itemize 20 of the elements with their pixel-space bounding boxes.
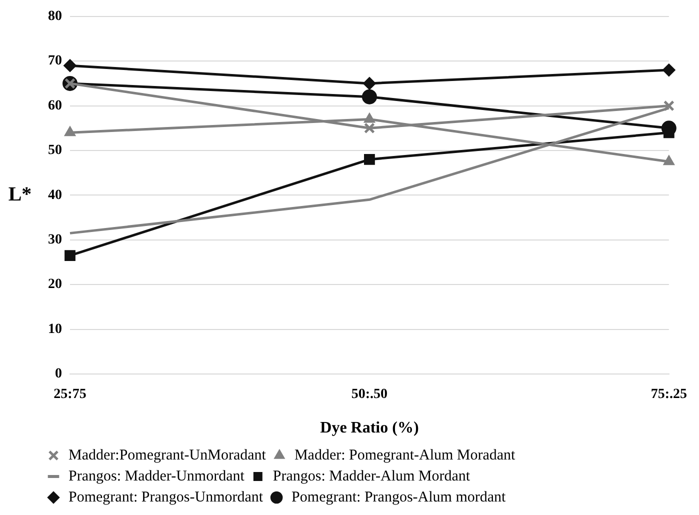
y-tick-label: 70 xyxy=(48,54,62,69)
x-tick-label: 25:75 xyxy=(54,387,86,402)
y-tick-label: 20 xyxy=(48,277,62,292)
y-tick-label: 60 xyxy=(48,98,62,114)
legend-label: Madder:Pomegrant-UnMoradant xyxy=(68,447,267,464)
x-tick-label: 50:.50 xyxy=(351,387,388,402)
legend-label: Pomegrant: Prangos-Alum mordant xyxy=(292,489,507,506)
y-tick-label: 80 xyxy=(48,9,62,24)
y-tick-label: 0 xyxy=(55,366,62,382)
x-axis-title: Dye Ratio (%) xyxy=(320,420,419,437)
legend-label: Pomegrant: Prangos-Unmordant xyxy=(68,489,264,506)
y-tick-label: 10 xyxy=(48,322,62,337)
legend-label: Madder: Pomegrant-Alum Moradant xyxy=(294,447,516,464)
x-tick-label: 75:.25 xyxy=(650,387,688,402)
y-tick-label: 30 xyxy=(48,232,62,248)
y-axis-title: L* xyxy=(8,183,32,206)
y-tick-label: 40 xyxy=(48,188,62,203)
y-tick-label: 50 xyxy=(48,143,62,158)
legend-label: Prangos: Madder-Unmordant xyxy=(68,468,246,484)
legend-label: Prangos: Madder-Alum Mordant xyxy=(272,468,471,484)
